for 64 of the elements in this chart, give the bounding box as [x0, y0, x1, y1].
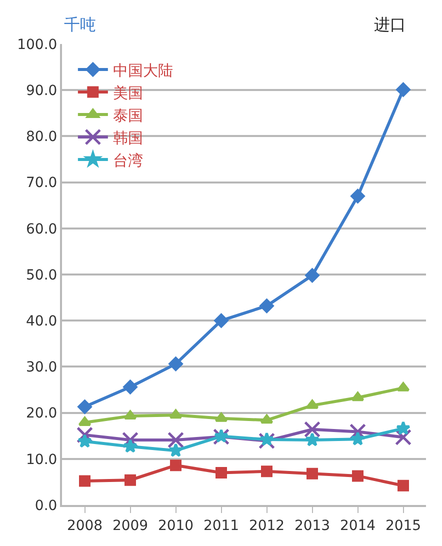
point — [260, 298, 274, 313]
x-tick-label: 2012 — [248, 518, 285, 534]
point — [123, 438, 138, 453]
x-tick-label: 2011 — [203, 518, 240, 534]
x-tick-label: 2008 — [66, 518, 103, 534]
legend-label: 美国 — [112, 84, 143, 102]
point — [78, 416, 92, 426]
x-tick-label: 2010 — [158, 518, 194, 534]
y-tick-label: 100.0 — [17, 36, 58, 53]
point — [258, 432, 275, 450]
point — [350, 432, 365, 446]
y-tick-label: 80.0 — [26, 129, 58, 146]
legend-label: 泰国 — [112, 106, 143, 124]
point — [350, 423, 366, 440]
point — [395, 428, 412, 446]
y-tick-label: 40.0 — [26, 314, 58, 330]
point — [78, 400, 92, 414]
point — [76, 426, 93, 444]
y-tick-label: 70.0 — [26, 175, 58, 192]
point — [214, 314, 228, 328]
point — [306, 400, 319, 409]
point — [306, 468, 318, 480]
point — [261, 466, 272, 478]
point — [352, 470, 364, 482]
point — [305, 432, 320, 446]
point — [396, 420, 410, 435]
point — [351, 392, 364, 402]
point — [124, 474, 136, 486]
x-tick-label: 2014 — [340, 518, 376, 534]
point — [168, 432, 184, 448]
y-tick-label: 10.0 — [26, 452, 58, 468]
x-tick-label: 2009 — [112, 518, 148, 534]
point — [260, 414, 274, 424]
point — [350, 189, 365, 204]
point — [122, 432, 138, 448]
y-tick-label: 50.0 — [26, 267, 58, 284]
point — [169, 409, 182, 419]
point — [398, 480, 409, 492]
point — [260, 432, 274, 446]
point — [396, 82, 410, 97]
chart-title: 进口 — [374, 15, 406, 34]
y-tick-label: 20.0 — [26, 406, 58, 422]
point — [216, 466, 227, 478]
y-tick-label: 60.0 — [26, 221, 58, 238]
y-tick-label: 90.0 — [26, 83, 58, 99]
point — [79, 475, 90, 487]
x-tick-label: 2015 — [385, 518, 422, 534]
legend-label: 中国大陆 — [112, 61, 173, 80]
point — [214, 412, 228, 422]
legend-label: 韩国 — [112, 128, 143, 147]
y-tick-label: 30.0 — [26, 360, 58, 376]
point — [305, 268, 320, 283]
point — [123, 380, 138, 394]
point — [168, 443, 183, 457]
point — [78, 434, 92, 448]
y-tick-label: 0.0 — [34, 498, 58, 514]
y-axis-title: 千吨 — [64, 15, 96, 34]
point — [396, 382, 410, 392]
legend-label: 台湾 — [112, 151, 143, 170]
point — [170, 460, 182, 472]
point — [304, 421, 320, 438]
point — [168, 356, 183, 372]
x-tick-label: 2013 — [294, 518, 330, 534]
point — [124, 410, 137, 420]
